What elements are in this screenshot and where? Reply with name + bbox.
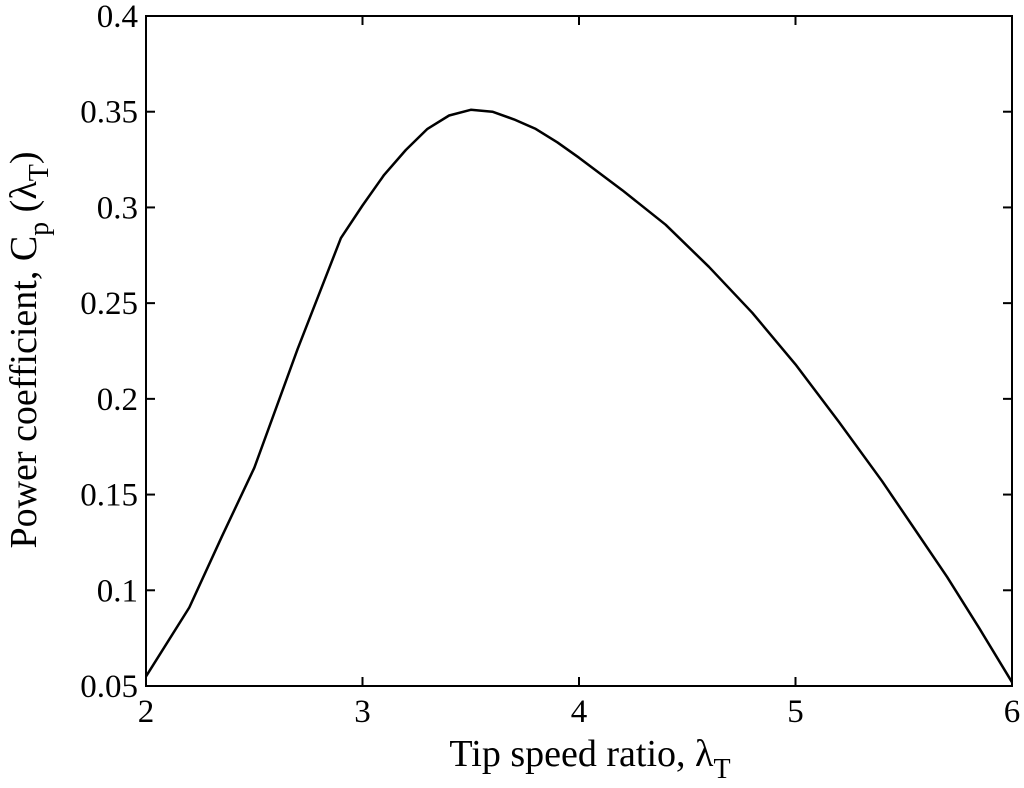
y-tick-label: 0.15 [80,478,138,514]
y-tick-label: 0.2 [97,382,138,418]
y-axis-title: Power coefficient, Cp (λT) [3,151,55,548]
plot-frame [145,15,1013,687]
x-tick-label: 6 [1004,694,1021,730]
x-tick-label: 3 [354,694,371,730]
y-axis-title-subscript-p: p [24,222,55,236]
y-axis-title-text: Power coefficient, C [3,236,45,549]
x-axis-title: Tip speed ratio, λT [449,733,730,785]
y-tick-label: 0.4 [97,0,138,35]
x-axis-title-text: Tip speed ratio, [449,733,695,775]
series-layer [144,108,1014,683]
y-axis-title-lambda: λ [3,181,45,200]
y-tick-label: 0.05 [80,669,138,705]
y-tick-label: 0.25 [80,286,138,322]
x-axis-title-lambda: λ [695,733,714,775]
x-tick-label: 5 [787,694,804,730]
y-tick-label: 0.35 [80,95,138,131]
tick-labels-layer: 2 3 4 5 6 0.05 0.1 0.15 0.2 0.25 0.3 0.35 0.4 [80,0,1020,730]
y-axis-title-subscript-t: T [24,164,55,181]
y-axis-title-open-paren: ( [3,200,45,222]
x-axis-title-subscript: T [713,754,730,785]
y-tick-label: 0.1 [97,573,138,609]
series-line [144,108,1014,683]
ticks-layer [145,15,1013,687]
x-tick-label: 4 [571,694,588,730]
y-axis-title-close-paren: ) [3,151,45,164]
x-tick-label: 2 [138,694,155,730]
y-tick-label: 0.3 [97,190,138,226]
